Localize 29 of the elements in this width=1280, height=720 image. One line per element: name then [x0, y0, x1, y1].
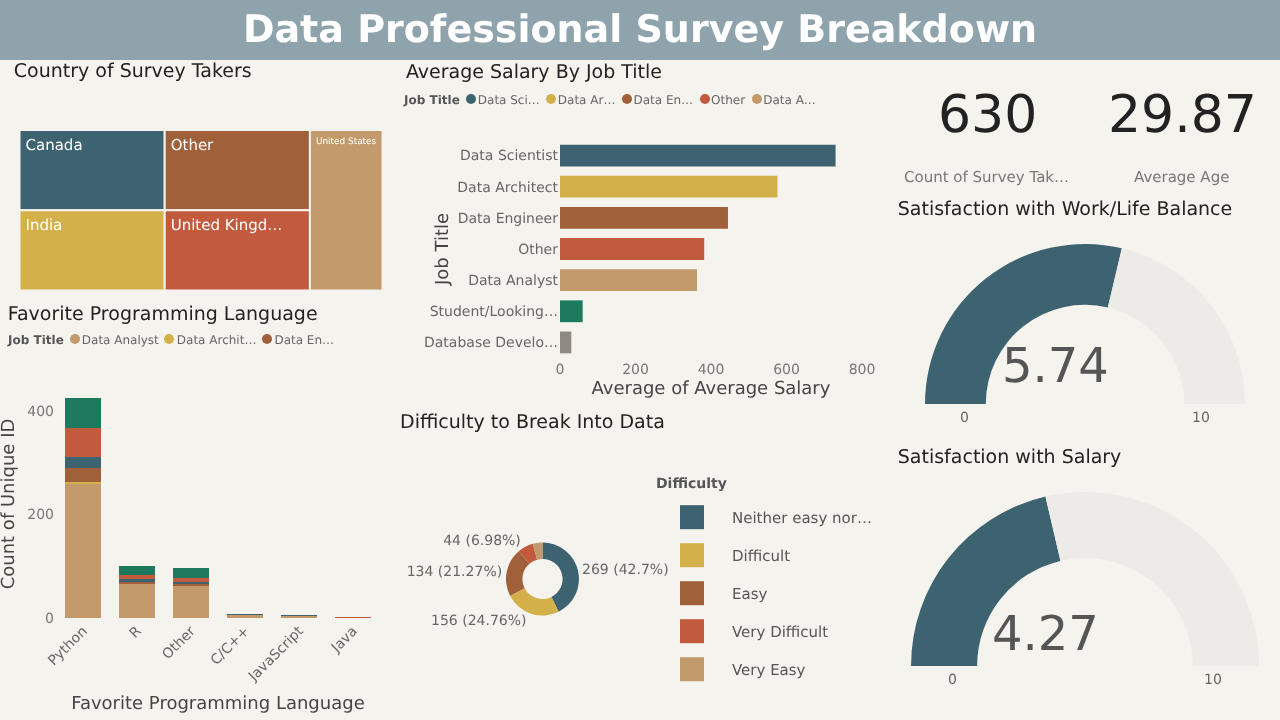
- chart-title: Difficulty to Break Into Data: [400, 411, 665, 434]
- y-axis-title: Job Title: [433, 212, 454, 288]
- bar: [65, 483, 101, 618]
- bar: [65, 468, 101, 482]
- bar: [119, 565, 155, 575]
- text: 630: [938, 86, 1038, 146]
- bar: [65, 428, 101, 457]
- chart-title: Satisfaction with Salary: [897, 447, 1123, 470]
- text: Country of Survey Takers: [13, 60, 252, 83]
- chart-title: Favorite Programming Language: [7, 303, 318, 326]
- x-axis-title: Favorite Programming Language: [71, 695, 366, 716]
- data-label: 5.74: [1002, 338, 1109, 394]
- bar: [65, 456, 101, 469]
- chart-title: Average Salary By Job Title: [405, 62, 663, 85]
- donut-slice: [532, 542, 543, 560]
- data-label: 4.27: [992, 606, 1099, 662]
- bar: [65, 398, 101, 429]
- bar: [173, 585, 209, 618]
- bar: [173, 568, 209, 578]
- donut-slice: [542, 542, 579, 612]
- donut-slice: [510, 588, 559, 616]
- text: 29.87: [1108, 86, 1257, 146]
- donut-slice: [518, 543, 538, 564]
- donut-slice: [506, 551, 530, 596]
- text: Data Professional Survey Breakdown: [0, 0, 1280, 60]
- y-axis-title: Count of Unique ID: [0, 418, 20, 590]
- bar: [119, 584, 155, 618]
- chart-title: Satisfaction with Work/Life Balance: [897, 198, 1233, 221]
- x-axis-title: Average of Average Salary: [591, 379, 832, 400]
